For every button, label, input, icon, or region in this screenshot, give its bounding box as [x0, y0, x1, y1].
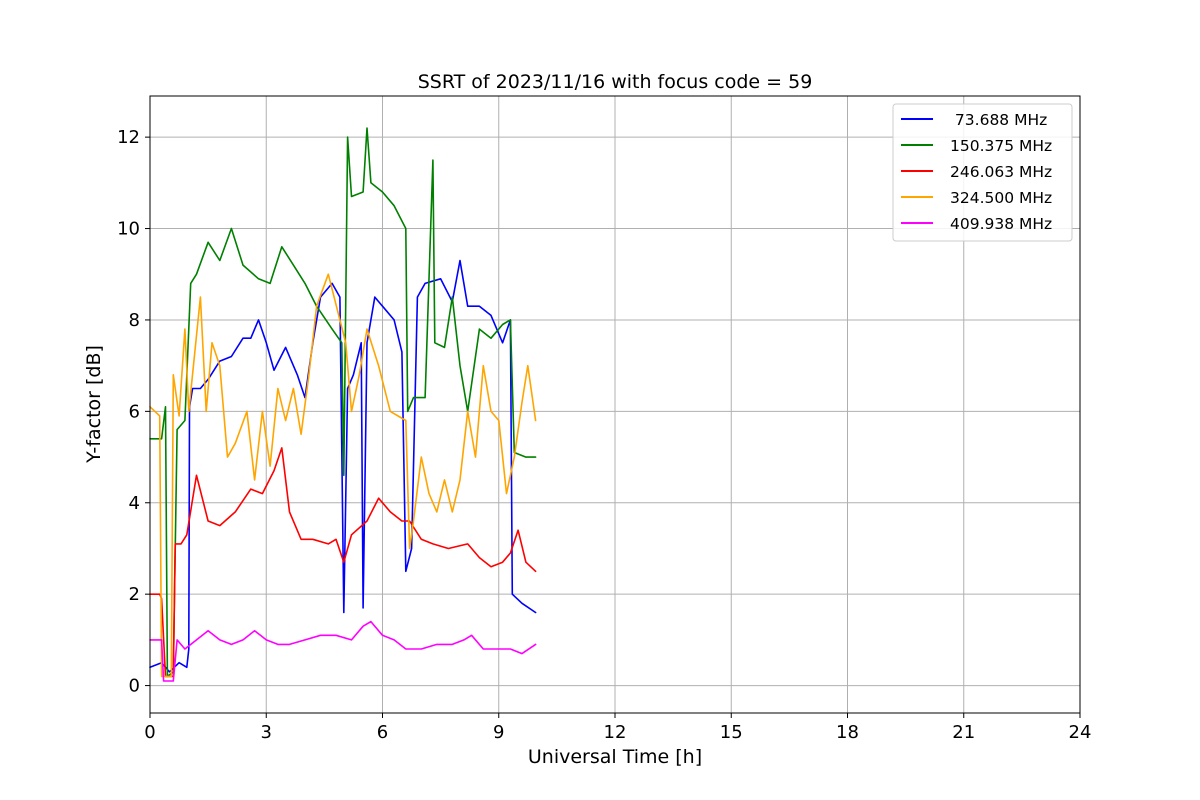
x-tick-label: 24	[1069, 722, 1092, 743]
x-axis-ticks: 0 3 6 9 12 15 18 21 24	[144, 713, 1091, 743]
series-line-4	[149, 620, 537, 682]
legend: 73.688 MHz 150.375 MHz 246.063 MHz 324.500 …	[892, 103, 1073, 242]
x-tick-label: 15	[720, 722, 743, 743]
x-tick-label: 18	[836, 722, 859, 743]
y-tick-label: 0	[129, 676, 140, 697]
legend-label: 150.375 MHz	[950, 137, 1052, 155]
y-tick-label: 2	[129, 584, 140, 605]
legend-label: 73.688 MHz	[950, 111, 1047, 129]
legend-label: 409.938 MHz	[950, 215, 1052, 233]
y-tick-label: 6	[129, 401, 140, 422]
y-tick-label: 12	[117, 127, 140, 148]
series-lines	[149, 127, 537, 682]
x-axis-label: Universal Time [h]	[528, 746, 702, 768]
legend-label: 324.500 MHz	[950, 189, 1052, 207]
x-tick-label: 9	[493, 722, 504, 743]
x-tick-label: 3	[261, 722, 272, 743]
x-tick-label: 21	[952, 722, 975, 743]
x-tick-label: 12	[604, 722, 627, 743]
x-tick-label: 0	[144, 722, 155, 743]
legend-box	[892, 103, 1073, 242]
y-tick-label: 10	[117, 219, 140, 240]
chart-title: SSRT of 2023/11/16 with focus code = 59	[418, 71, 813, 93]
legend-label: 246.063 MHz	[950, 163, 1052, 181]
series-line-3	[149, 273, 537, 678]
y-tick-label: 4	[129, 493, 140, 514]
y-axis-ticks: 0 2 4 6 8 10 12	[117, 127, 150, 697]
series-line-0	[149, 259, 537, 673]
x-tick-label: 6	[377, 722, 388, 743]
series-line-2	[149, 447, 537, 678]
y-tick-label: 8	[129, 310, 140, 331]
y-axis-label: Y-factor [dB]	[83, 345, 105, 464]
series-line-1	[149, 127, 537, 678]
